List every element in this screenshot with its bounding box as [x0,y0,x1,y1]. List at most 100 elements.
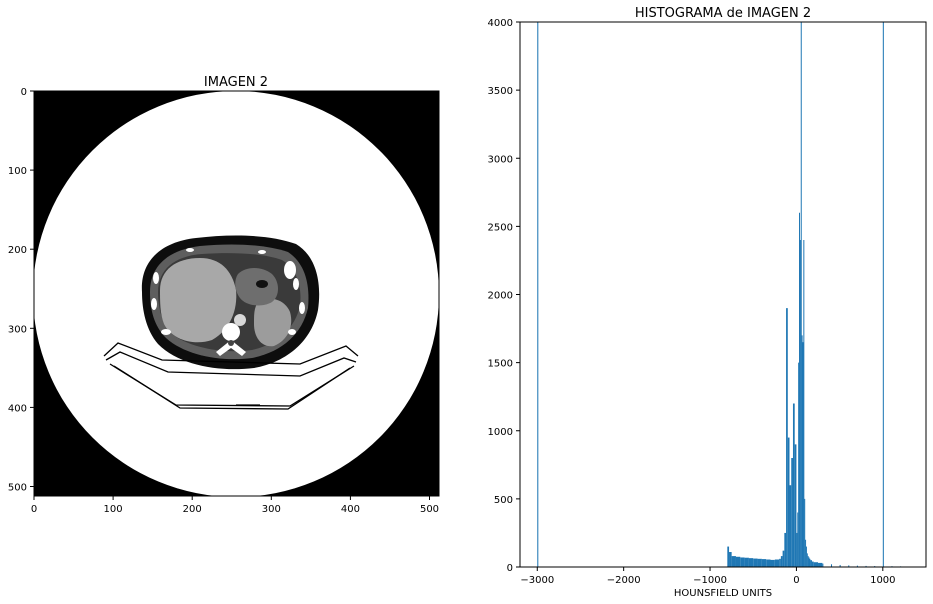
bowel-gas [284,261,296,279]
histogram-bar [800,22,802,567]
right-y-tick-label: 500 [494,495,513,506]
histogram-bar [784,532,787,567]
ct-image [33,90,440,497]
stomach-gas [256,280,268,288]
left-x-tick-label: 200 [183,504,202,515]
scanner-table [103,342,359,410]
stomach [235,268,278,306]
histogram-bar [753,558,758,567]
right-x-tick-label: 0 [793,575,799,586]
left-y-tick-label: 200 [8,245,27,256]
histogram-bar [792,403,795,567]
histogram-bars [537,22,902,567]
right-panel: HISTOGRAMA de IMAGEN 2 −3000 −2000 −1000 0 1… [488,6,927,599]
histogram-bar [798,362,800,567]
left-y-axis: 0 100 200 300 400 500 [8,87,34,494]
histogram-bar [805,546,807,567]
histogram-bar [796,532,798,567]
right-y-tick-label: 1000 [488,427,513,438]
histogram-bar [856,565,858,567]
histogram-bar [807,556,809,567]
left-x-tick-label: 0 [31,504,37,515]
histogram-bar [748,558,754,567]
histogram-bar [791,458,793,567]
histogram-bar [818,562,823,567]
histogram-bar [801,335,803,567]
right-x-tick-label: 1000 [870,575,895,586]
histogram-bar [806,553,808,567]
left-panel: IMAGEN 2 [8,75,440,515]
right-y-tick-label: 0 [507,563,513,574]
histogram-bar [789,485,792,567]
left-x-tick-label: 500 [420,504,439,515]
histogram-bar [809,558,811,567]
right-x-tick-label: −1000 [693,575,727,586]
histogram-bar [811,561,814,567]
histogram-bar [780,556,783,567]
right-y-tick-label: 2000 [488,291,513,302]
histogram-bar [813,562,819,567]
right-y-tick-label: 3500 [488,86,513,97]
histogram-bar [839,564,841,567]
histogram-bar [822,563,824,567]
histogram-bar [770,559,775,567]
plot-area [520,22,926,567]
histogram-bar [808,557,810,567]
right-y-tick-label: 4000 [488,18,513,29]
histogram-bar [761,559,767,567]
histogram-bar [740,557,745,567]
right-y-tick-label: 2500 [488,222,513,233]
left-x-axis: 0 100 200 300 400 500 [31,496,439,515]
left-y-tick-label: 500 [8,483,27,494]
spleen [254,298,292,347]
histogram-bar [774,559,780,567]
histogram-bar [757,558,762,567]
histogram-bar [782,550,785,567]
left-x-tick-label: 400 [341,504,360,515]
histogram-title: HISTOGRAMA de IMAGEN 2 [635,6,811,21]
left-y-tick-label: 100 [8,166,27,177]
histogram-bar [787,437,790,567]
left-panel-title: IMAGEN 2 [204,75,268,90]
ribs [151,248,305,335]
histogram-bar [802,342,804,567]
histogram-bar [848,565,850,567]
histogram-bar [537,22,539,567]
image-frame [33,90,440,497]
histogram-bar [799,212,801,567]
histogram-bar [744,557,749,567]
histogram-bar [779,558,781,567]
histogram-bar [810,560,812,567]
right-y-tick-label: 3000 [488,154,513,165]
histogram-bar [799,240,801,567]
left-y-tick-label: 400 [8,403,27,414]
histogram-bar [805,539,807,567]
right-x-axis: −3000 −2000 −1000 0 1000 [520,567,896,586]
right-y-axis: 0 500 1000 1500 2000 2500 3000 3500 4000 [488,18,520,574]
right-x-tick-label: −2000 [607,575,641,586]
histogram-bar [729,552,732,567]
histogram-bar [766,559,771,567]
histogram-bar [731,556,736,567]
right-y-tick-label: 1500 [488,359,513,370]
left-x-tick-label: 100 [104,504,123,515]
histogram-bar [797,512,799,567]
vertebra [216,323,246,356]
left-y-tick-label: 0 [21,87,27,98]
histogram-bar [727,546,730,567]
aorta [234,314,246,326]
histogram-bar [804,498,806,567]
histogram-bar [803,240,805,567]
histogram-bar [882,22,884,567]
left-x-tick-label: 300 [262,504,281,515]
histogram-bar [865,565,867,567]
left-y-tick-label: 300 [8,324,27,335]
liver [160,258,237,343]
histogram-bar [794,444,797,567]
histogram-xlabel: HOUNSFIELD UNITS [674,588,772,599]
histogram-bar [830,564,833,567]
right-x-tick-label: −3000 [520,575,554,586]
histogram-bar [735,556,741,567]
histogram-bar [786,308,788,567]
